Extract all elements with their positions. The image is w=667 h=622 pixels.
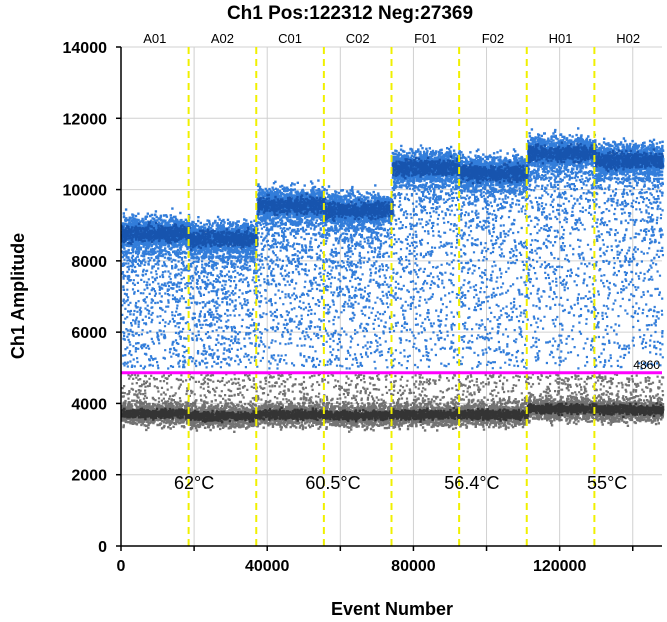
positive-droplets-dense — [121, 141, 665, 251]
threshold: 4860 — [121, 358, 662, 375]
well-label: C01 — [278, 31, 302, 46]
well-label: C02 — [346, 31, 370, 46]
well-label: H02 — [616, 31, 640, 46]
y-tick-label: 8000 — [71, 254, 107, 271]
y-tick-label: 4000 — [71, 396, 107, 413]
x-tick-label: 0 — [117, 558, 126, 575]
negative-droplets-dense — [121, 402, 665, 424]
temperature-label: 55°C — [587, 473, 627, 493]
y-axis-title: Ch1 Amplitude — [8, 233, 28, 359]
x-axis-title: Event Number — [331, 599, 453, 619]
x-tick-label: 40000 — [245, 558, 290, 575]
y-tick-label: 10000 — [63, 183, 108, 200]
chart-title: Ch1 Pos:122312 Neg:27369 — [227, 3, 473, 24]
well-labels: A01 A02 C01 C02 F01 F02 H01 H02 — [143, 31, 640, 46]
well-label: F01 — [414, 31, 436, 46]
y-tick-label: 0 — [98, 539, 107, 556]
y-tick-label: 14000 — [63, 40, 108, 57]
well-label: A02 — [211, 31, 234, 46]
well-label: H01 — [549, 31, 573, 46]
droplet-points — [121, 127, 665, 433]
x-tick-label: 80000 — [391, 558, 436, 575]
axes: 0 2000 4000 6000 8000 10000 12000 14000 0 40000 80… — [63, 40, 662, 575]
temperature-label: 62°C — [174, 473, 214, 493]
x-tick-label: 120000 — [533, 558, 586, 575]
well-label: A01 — [143, 31, 166, 46]
temperature-labels: 62°C 60.5°C 56.4°C 55°C — [174, 473, 627, 493]
y-tick-label: 2000 — [71, 468, 107, 485]
threshold-label: 4860 — [633, 358, 660, 372]
temperature-label: 60.5°C — [305, 473, 360, 493]
y-tick-label: 6000 — [71, 325, 107, 342]
y-tick-label: 12000 — [63, 111, 108, 128]
well-label: F02 — [482, 31, 504, 46]
temperature-label: 56.4°C — [444, 473, 499, 493]
